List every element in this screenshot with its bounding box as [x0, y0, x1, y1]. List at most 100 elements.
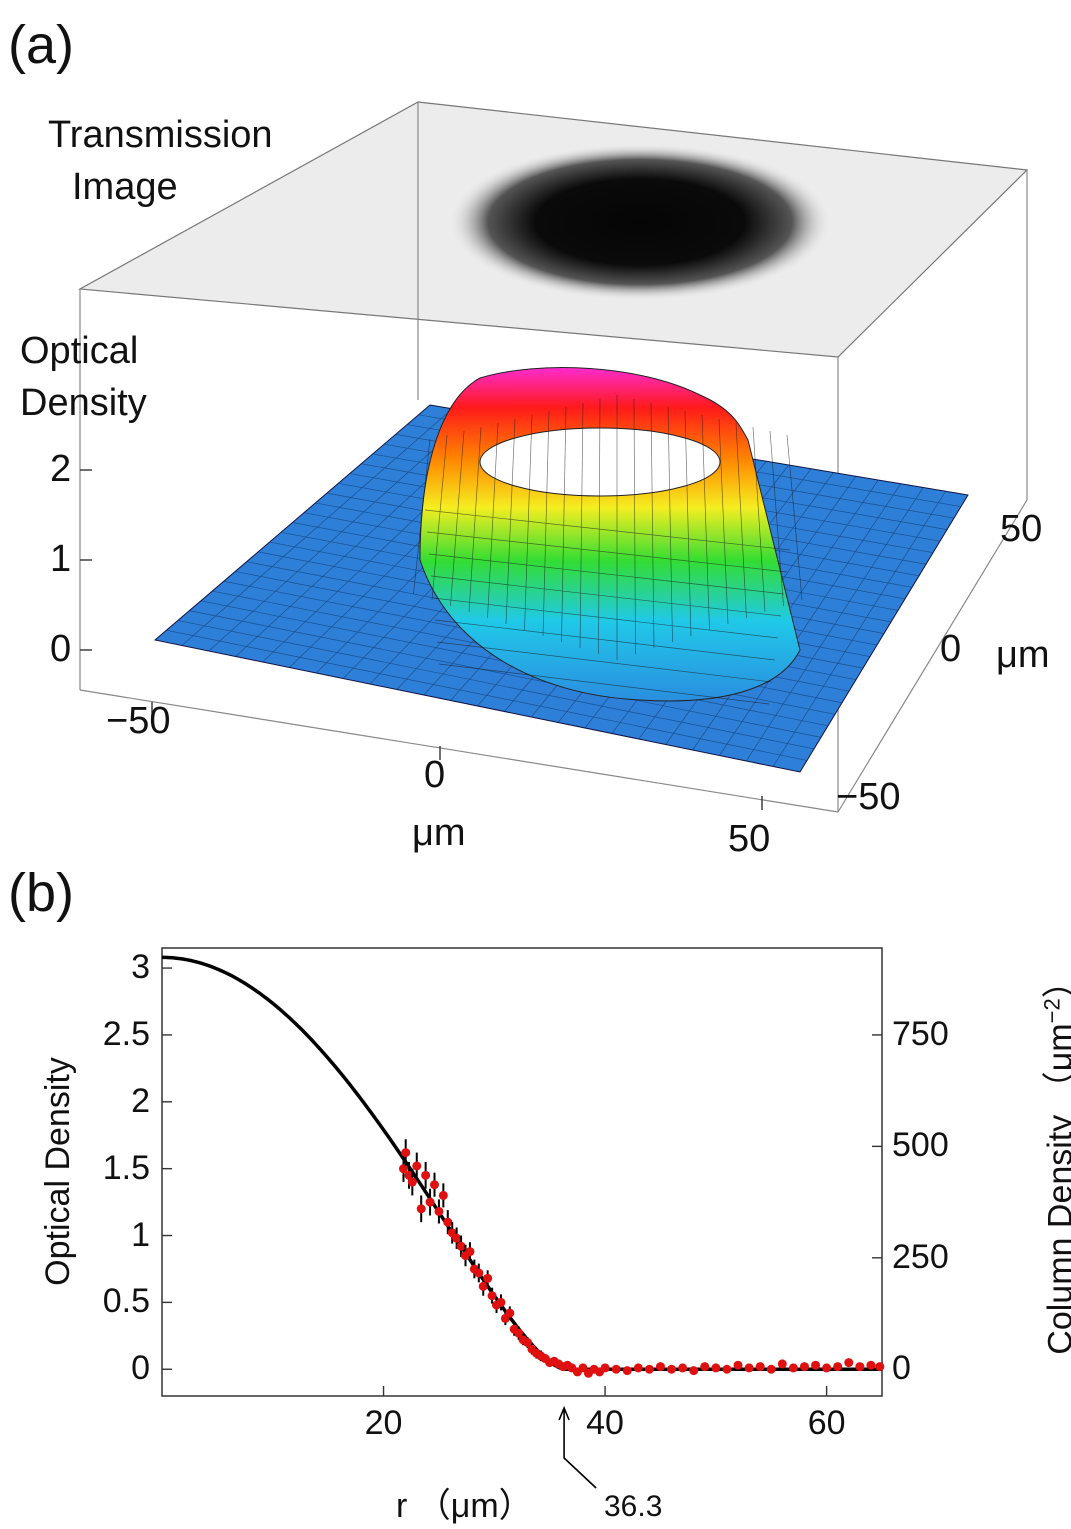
y-tick-label: 2	[131, 1081, 150, 1120]
y-tick-label: 1	[131, 1215, 150, 1254]
z-tick-2: 2	[50, 448, 72, 490]
z-axis-ticks	[80, 469, 92, 651]
data-point	[452, 1233, 462, 1243]
data-point	[425, 1197, 435, 1207]
data-point	[689, 1366, 699, 1376]
peak-mesh-line	[633, 398, 636, 655]
x-axis-ticks	[151, 702, 763, 810]
data-point	[855, 1362, 865, 1372]
peak-mesh-line	[650, 402, 655, 649]
y-tick-label: 0.5	[102, 1282, 150, 1321]
peak-mesh-line	[667, 406, 673, 643]
data-point	[412, 1161, 422, 1171]
x-axis-label: r （μm）	[396, 1487, 533, 1525]
peak-mesh-line	[735, 422, 747, 619]
data-point	[755, 1362, 765, 1372]
data-point	[505, 1308, 515, 1318]
data-point	[465, 1247, 475, 1257]
peak-mesh-line	[428, 553, 785, 595]
transmission-image-blob	[450, 144, 830, 300]
data-point	[875, 1362, 885, 1372]
data-point	[401, 1148, 411, 1158]
peak-mesh-line	[424, 509, 791, 551]
y-tick-50: 50	[1000, 508, 1043, 550]
plot-frame	[161, 947, 883, 1397]
peak-mesh	[413, 395, 803, 705]
od-label-line2: Density	[20, 382, 147, 424]
peak-mesh-line	[432, 597, 779, 639]
peak-mesh-line	[524, 414, 533, 631]
peak-mesh-line	[450, 430, 465, 607]
data-point	[678, 1363, 688, 1373]
peak-mesh-line	[701, 414, 710, 631]
data-point	[611, 1364, 621, 1374]
peak-mesh-line	[579, 402, 584, 649]
y-right-tick-label: 0	[892, 1349, 911, 1388]
data-point	[777, 1359, 787, 1369]
data-point	[811, 1360, 821, 1370]
peak-mesh-line	[786, 434, 803, 601]
y-right-axis-label-exp: −2	[1039, 998, 1065, 1024]
data-point	[416, 1204, 426, 1214]
x-tick-50: 50	[728, 818, 771, 860]
peak-mesh-line	[718, 418, 729, 625]
floor-mesh-line	[772, 491, 946, 767]
data-point	[766, 1364, 776, 1374]
floor-mesh-line	[719, 483, 902, 756]
annotation-label: 36.3	[604, 1490, 663, 1523]
data-points	[398, 1139, 885, 1378]
data-point	[474, 1268, 484, 1278]
z-tick-1: 1	[50, 538, 72, 580]
peak-mesh-line	[505, 418, 516, 625]
y-tick-label: 1.5	[102, 1148, 150, 1187]
annotation-arrow	[558, 1405, 597, 1489]
data-point	[622, 1366, 632, 1376]
peak-mesh-line	[752, 426, 766, 613]
data-point	[833, 1362, 843, 1372]
data-point	[398, 1164, 408, 1174]
x-tick-label: 40	[586, 1404, 624, 1442]
z-tick-0: 0	[50, 628, 72, 670]
data-point	[844, 1358, 854, 1368]
data-point	[443, 1217, 453, 1227]
data-point	[434, 1206, 444, 1216]
y-right-tick-label: 750	[892, 1014, 949, 1053]
peak-mesh-line	[769, 430, 784, 607]
y-right-axis-label-text: Column Density （μm	[1041, 1023, 1071, 1355]
peak-mesh-line	[430, 575, 782, 617]
data-point	[456, 1241, 466, 1251]
data-point	[438, 1190, 448, 1200]
transmission-label-line1: Transmission	[48, 114, 273, 156]
peak-mesh-line	[436, 641, 773, 683]
data-point	[799, 1362, 809, 1372]
data-point	[578, 1363, 588, 1373]
data-point	[866, 1360, 876, 1370]
data-point	[700, 1362, 710, 1372]
peak-mesh-line	[438, 663, 770, 705]
data-point	[523, 1338, 533, 1348]
fit-curve	[162, 955, 882, 1372]
peak-mesh-line	[487, 422, 499, 619]
peak-mesh-line	[561, 406, 567, 643]
data-point	[788, 1363, 798, 1373]
y-right-axis-label: Column Density （μm−2）	[1033, 964, 1071, 1354]
floor-mesh-line	[745, 487, 924, 762]
data-point	[711, 1363, 721, 1373]
data-point	[407, 1177, 417, 1187]
data-point	[404, 1170, 414, 1180]
x-unit-label: μm	[412, 812, 466, 854]
data-point	[667, 1364, 677, 1374]
transmission-label-line2: Image	[72, 166, 178, 208]
peak-mesh-line	[431, 434, 448, 601]
data-point	[483, 1273, 493, 1283]
y-tick-0: 0	[940, 628, 962, 670]
peak-mesh-line	[413, 438, 431, 595]
panel-a-label: (a)	[8, 15, 74, 75]
panel-b-label: (b)	[8, 863, 74, 923]
data-point	[514, 1328, 524, 1338]
surface-plot	[77, 101, 1029, 813]
y-tick-label: 0	[131, 1349, 150, 1388]
data-point	[655, 1362, 665, 1372]
data-point	[478, 1281, 488, 1291]
